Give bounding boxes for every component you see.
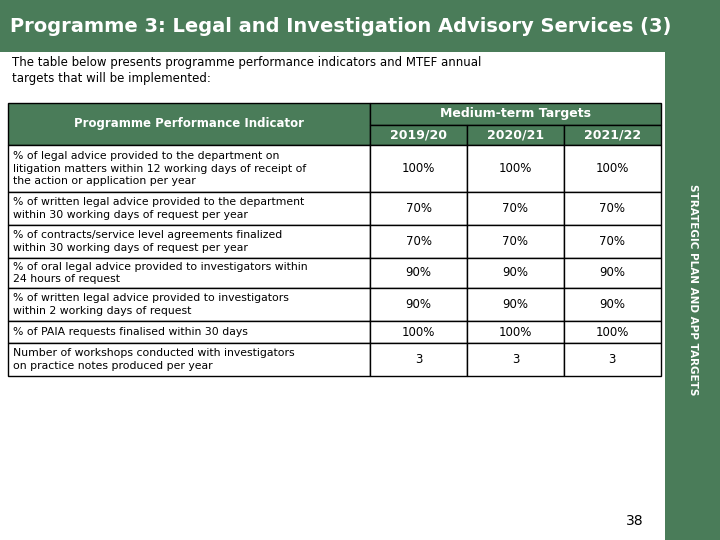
FancyBboxPatch shape	[564, 321, 661, 343]
Text: % of written legal advice provided to investigators
within 2 working days of req: % of written legal advice provided to in…	[13, 293, 289, 316]
FancyBboxPatch shape	[564, 225, 661, 258]
FancyBboxPatch shape	[370, 192, 467, 225]
FancyBboxPatch shape	[370, 103, 661, 125]
Text: 70%: 70%	[599, 235, 626, 248]
Text: 70%: 70%	[503, 235, 528, 248]
FancyBboxPatch shape	[8, 225, 370, 258]
Text: 3: 3	[608, 353, 616, 366]
Text: 100%: 100%	[595, 162, 629, 175]
Text: 3: 3	[512, 353, 519, 366]
Text: 70%: 70%	[406, 235, 432, 248]
Text: 90%: 90%	[599, 298, 626, 311]
Text: 2019/20: 2019/20	[390, 129, 447, 141]
Text: Programme Performance Indicator: Programme Performance Indicator	[74, 118, 305, 131]
FancyBboxPatch shape	[467, 192, 564, 225]
Text: 3: 3	[415, 353, 423, 366]
Text: 100%: 100%	[499, 162, 532, 175]
FancyBboxPatch shape	[0, 0, 665, 52]
Text: 100%: 100%	[499, 326, 532, 339]
FancyBboxPatch shape	[467, 288, 564, 321]
FancyBboxPatch shape	[8, 145, 370, 192]
FancyBboxPatch shape	[370, 125, 467, 145]
FancyBboxPatch shape	[8, 321, 370, 343]
Text: % of written legal advice provided to the department
within 30 working days of r: % of written legal advice provided to th…	[13, 197, 305, 220]
Text: 90%: 90%	[503, 267, 528, 280]
Text: 2020/21: 2020/21	[487, 129, 544, 141]
Text: STRATEGIC PLAN AND APP TARGETS: STRATEGIC PLAN AND APP TARGETS	[688, 184, 698, 396]
Text: Number of workshops conducted with investigators
on practice notes produced per : Number of workshops conducted with inves…	[13, 348, 294, 371]
Text: 100%: 100%	[402, 162, 436, 175]
Text: 90%: 90%	[406, 267, 432, 280]
FancyBboxPatch shape	[370, 343, 467, 376]
FancyBboxPatch shape	[564, 343, 661, 376]
FancyBboxPatch shape	[467, 258, 564, 288]
Text: 90%: 90%	[503, 298, 528, 311]
FancyBboxPatch shape	[467, 343, 564, 376]
FancyBboxPatch shape	[564, 192, 661, 225]
Text: % of PAIA requests finalised within 30 days: % of PAIA requests finalised within 30 d…	[13, 327, 248, 337]
Text: targets that will be implemented:: targets that will be implemented:	[12, 72, 211, 85]
FancyBboxPatch shape	[370, 321, 467, 343]
Text: 70%: 70%	[599, 202, 626, 215]
Text: Medium-term Targets: Medium-term Targets	[440, 107, 591, 120]
FancyBboxPatch shape	[564, 125, 661, 145]
Text: % of contracts/service level agreements finalized
within 30 working days of requ: % of contracts/service level agreements …	[13, 230, 282, 253]
Text: The table below presents programme performance indicators and MTEF annual: The table below presents programme perfo…	[12, 56, 482, 69]
FancyBboxPatch shape	[467, 321, 564, 343]
FancyBboxPatch shape	[665, 0, 720, 540]
FancyBboxPatch shape	[8, 343, 370, 376]
Text: 100%: 100%	[595, 326, 629, 339]
FancyBboxPatch shape	[8, 192, 370, 225]
Text: 2021/22: 2021/22	[584, 129, 641, 141]
FancyBboxPatch shape	[467, 125, 564, 145]
FancyBboxPatch shape	[370, 288, 467, 321]
Text: 90%: 90%	[406, 298, 432, 311]
Text: 100%: 100%	[402, 326, 436, 339]
Text: 70%: 70%	[503, 202, 528, 215]
FancyBboxPatch shape	[467, 145, 564, 192]
Text: 70%: 70%	[406, 202, 432, 215]
FancyBboxPatch shape	[564, 258, 661, 288]
Text: 90%: 90%	[599, 267, 626, 280]
Text: 38: 38	[626, 514, 644, 528]
FancyBboxPatch shape	[467, 225, 564, 258]
Text: Programme 3: Legal and Investigation Advisory Services (3): Programme 3: Legal and Investigation Adv…	[10, 17, 671, 36]
Text: % of oral legal advice provided to investigators within
24 hours of request: % of oral legal advice provided to inves…	[13, 261, 307, 285]
FancyBboxPatch shape	[564, 145, 661, 192]
FancyBboxPatch shape	[8, 288, 370, 321]
Text: % of legal advice provided to the department on
litigation matters within 12 wor: % of legal advice provided to the depart…	[13, 151, 306, 186]
FancyBboxPatch shape	[8, 258, 370, 288]
FancyBboxPatch shape	[564, 288, 661, 321]
FancyBboxPatch shape	[370, 258, 467, 288]
FancyBboxPatch shape	[370, 225, 467, 258]
FancyBboxPatch shape	[370, 145, 467, 192]
FancyBboxPatch shape	[8, 103, 370, 145]
